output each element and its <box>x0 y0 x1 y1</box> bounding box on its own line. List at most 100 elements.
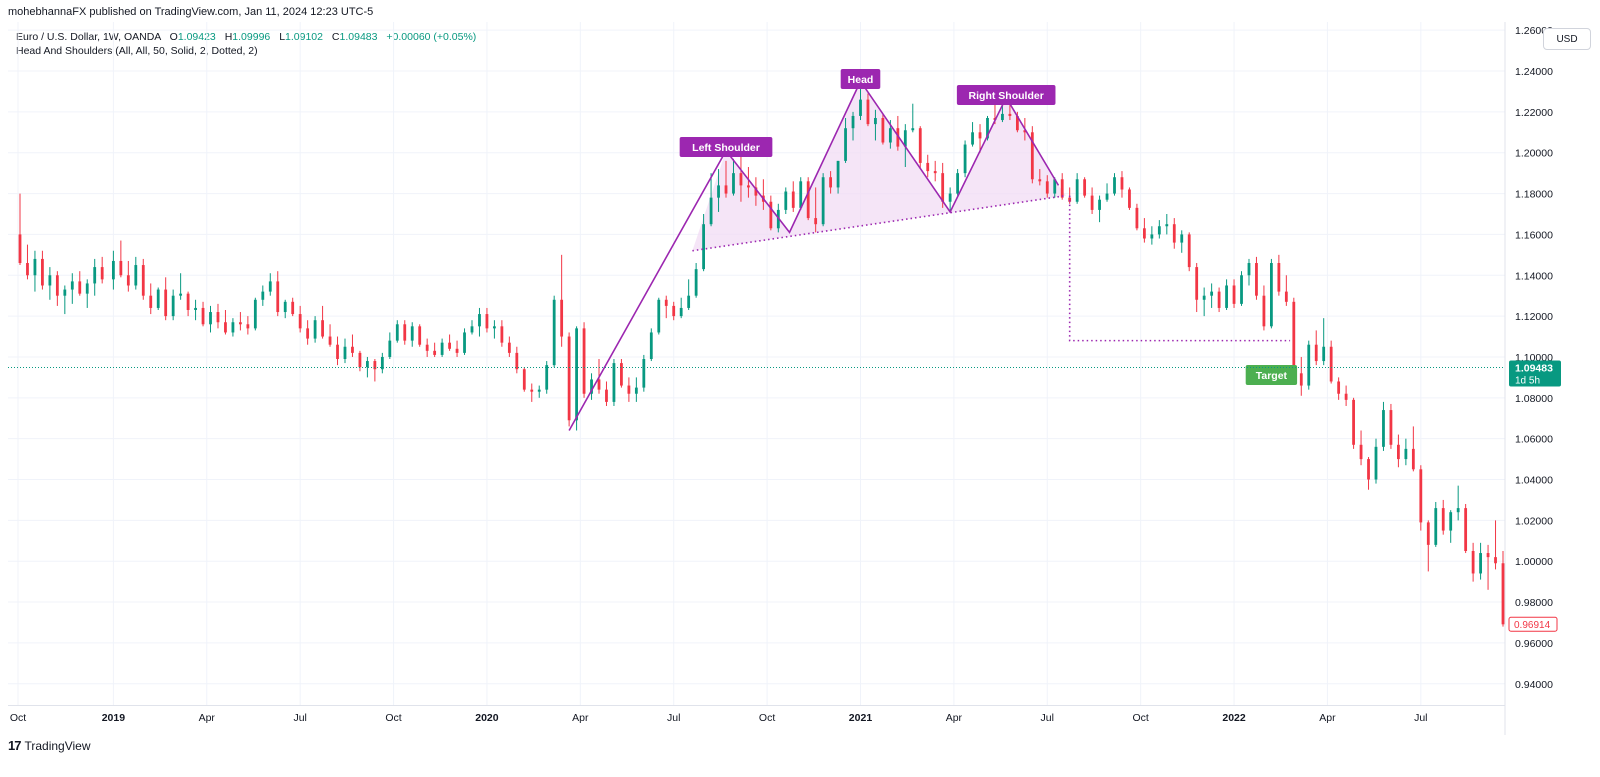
candle <box>567 332 571 427</box>
candle <box>1441 499 1445 535</box>
candle <box>784 187 788 214</box>
candle <box>238 312 242 331</box>
candle <box>291 297 295 317</box>
candle <box>933 160 937 182</box>
candle-body <box>1068 197 1072 202</box>
candle <box>1210 283 1214 308</box>
x-tick-label: 2019 <box>102 712 126 724</box>
candle <box>791 181 795 212</box>
y-tick-label: 1.24000 <box>1515 66 1553 78</box>
candle <box>470 320 474 335</box>
candle <box>463 328 466 355</box>
x-tick-label: Jul <box>293 712 306 724</box>
candle <box>1471 542 1475 582</box>
candle <box>1195 263 1199 313</box>
candle-body <box>1292 301 1296 374</box>
candle-body <box>903 130 907 147</box>
symbol-title[interactable]: Euro / U.S. Dollar, 1W, OANDA <box>16 31 161 43</box>
candle-body <box>1038 179 1042 182</box>
candle-body <box>1411 448 1415 470</box>
candle <box>41 250 44 290</box>
candle <box>1045 175 1049 198</box>
target-label-text: Target <box>1256 370 1288 382</box>
candle-body <box>470 326 474 333</box>
candle <box>26 244 29 280</box>
candle-body <box>784 191 788 210</box>
high-value: 1.09996 <box>232 31 271 43</box>
y-tick-label: 1.04000 <box>1515 475 1553 487</box>
candle <box>881 113 885 145</box>
candle <box>298 305 302 333</box>
candle-body <box>956 173 960 194</box>
candle-body <box>1389 410 1393 445</box>
candle-body <box>418 326 422 345</box>
candle <box>149 283 153 315</box>
candle <box>507 336 511 357</box>
candle <box>605 381 608 406</box>
candle <box>1113 173 1116 196</box>
current-price-badge-bg <box>1509 360 1561 387</box>
candle-body <box>63 289 67 296</box>
candle-body <box>1367 459 1370 480</box>
candle <box>1411 426 1415 472</box>
candle <box>1307 340 1311 390</box>
indicator-title[interactable]: Head And Shoulders (All, All, 50, Solid,… <box>16 45 258 57</box>
candle <box>1217 287 1221 313</box>
candle <box>55 271 59 306</box>
candle <box>455 340 459 357</box>
candle-body <box>1120 177 1124 190</box>
x-tick-label: 2021 <box>849 712 873 724</box>
candle-body <box>1426 522 1430 545</box>
candle <box>1284 275 1288 306</box>
candle-body <box>799 181 803 208</box>
candle-body <box>111 260 115 280</box>
candle <box>620 359 623 388</box>
candle <box>119 240 123 278</box>
x-tick-label: 2020 <box>475 712 499 724</box>
candle <box>537 385 541 398</box>
candle <box>33 250 37 292</box>
candle-body <box>1441 508 1445 531</box>
candle-body <box>1240 275 1243 304</box>
candle-body <box>126 275 130 286</box>
candle-body <box>806 181 810 219</box>
candle <box>747 167 750 198</box>
candle <box>231 318 235 337</box>
candle-body <box>649 332 653 360</box>
candle <box>141 258 145 300</box>
currency-button[interactable]: USD <box>1543 28 1591 50</box>
candle <box>1299 356 1303 396</box>
candle <box>268 273 272 296</box>
candle <box>388 332 392 360</box>
right-shoulder-label-text: Right Shoulder <box>969 90 1044 102</box>
candle-body <box>926 162 930 172</box>
candle-body <box>141 265 145 296</box>
candle-body <box>1105 193 1109 200</box>
x-tick-label: Apr <box>199 712 216 724</box>
candle <box>1479 542 1482 580</box>
candle-body <box>732 173 735 194</box>
candle-body <box>1419 469 1423 523</box>
y-tick-label: 0.96000 <box>1515 638 1553 650</box>
candle <box>343 338 347 364</box>
candle <box>717 169 720 212</box>
candle-body <box>26 263 29 276</box>
candle-body <box>1232 285 1236 304</box>
candle-body <box>896 128 900 147</box>
candle-body <box>522 369 526 390</box>
pattern-area <box>692 81 1066 251</box>
pattern-fill <box>692 81 1066 251</box>
candle <box>1255 256 1258 300</box>
candle-body <box>1202 295 1206 300</box>
candle <box>545 361 549 394</box>
candle-body <box>978 132 982 139</box>
candle-body <box>515 352 519 370</box>
x-tick-label: Oct <box>1132 712 1148 724</box>
candle-body <box>1314 344 1318 362</box>
candle <box>649 328 653 362</box>
candle-body <box>238 322 242 325</box>
candle-body <box>231 322 235 333</box>
candle <box>1269 258 1273 329</box>
